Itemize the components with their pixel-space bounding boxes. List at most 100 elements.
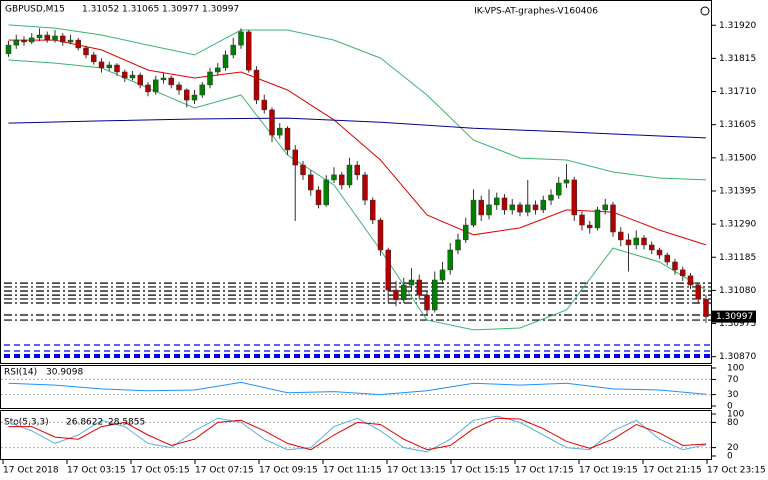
candle-body [160, 77, 167, 81]
candle-body [323, 179, 329, 206]
y-tick-label: 1.31920 [719, 21, 756, 31]
candle-body [277, 127, 283, 136]
candle-body [215, 67, 221, 73]
candle-body [501, 197, 508, 211]
candle-body [176, 84, 182, 91]
candle-body [594, 209, 601, 229]
candle-body [439, 269, 446, 281]
y-tick-label: 80 [727, 418, 739, 428]
y-tick-label: 1.31185 [719, 253, 756, 263]
y-tick-label: 0 [727, 452, 733, 462]
candle-body [385, 249, 391, 291]
candle-body [432, 279, 438, 311]
candle-body [261, 99, 267, 111]
candle-body [83, 47, 89, 56]
candle-body [29, 37, 35, 43]
candle-body [424, 294, 430, 311]
candle-body [230, 44, 236, 56]
candle-body [75, 39, 81, 49]
y-tick-label: 1.31290 [719, 220, 756, 230]
candle-body [579, 214, 585, 226]
candle-body [556, 182, 562, 196]
rsi-panel [0, 365, 712, 409]
candle-body [548, 194, 554, 201]
candle-body [470, 199, 477, 226]
x-tick-label: 17 Oct 17:15 [515, 466, 574, 476]
candle-body [153, 79, 159, 93]
candle-body [517, 204, 523, 213]
x-tick-label: 17 Oct 2018 [3, 466, 59, 476]
candle-body [571, 179, 577, 216]
candle-body [610, 204, 616, 233]
candle-body [416, 279, 422, 296]
x-tick-label: 17 Oct 03:15 [67, 466, 126, 476]
candle-body [703, 298, 709, 317]
y-tick-label: 1.31080 [719, 286, 756, 296]
smiley-icon [700, 6, 710, 16]
candle-body [687, 275, 694, 286]
ohlc-value: 1.30977 [162, 5, 199, 15]
candle-body [532, 204, 539, 211]
x-tick-label: 17 Oct 11:15 [323, 466, 382, 476]
candle-body [641, 237, 647, 246]
candle-body [656, 249, 663, 256]
candle-body [354, 164, 360, 176]
candle-body [618, 231, 624, 241]
candle-body [408, 279, 415, 286]
x-tick-label: 17 Oct 05:15 [131, 466, 190, 476]
indicator-value: 28.5855 [108, 418, 145, 428]
candle-body [455, 239, 461, 251]
candle-body [463, 224, 469, 241]
candle-body [563, 179, 570, 184]
symbol-title: GBPUSD,M15 [5, 5, 65, 15]
x-tick-label: 17 Oct 23:15 [707, 466, 766, 476]
y-tick-label: 0 [727, 402, 733, 412]
candle-body [486, 204, 492, 216]
indicator-line [8, 415, 707, 453]
candle-body [284, 127, 291, 151]
candle-body [5, 44, 12, 54]
indicator-line [8, 39, 707, 246]
x-tick-label: 17 Oct 21:15 [643, 466, 702, 476]
candle-body [13, 39, 19, 46]
candle-body [145, 84, 151, 93]
candle-body [292, 149, 298, 166]
candle-body [649, 244, 655, 251]
candle-body [52, 35, 58, 41]
y-tick-label: 1.30870 [719, 352, 756, 362]
candle-body [253, 69, 260, 101]
ohlc-value: 1.31052 [82, 5, 119, 15]
y-tick-label: 70 [727, 375, 739, 385]
main-panel [0, 0, 712, 364]
candle-body [494, 197, 500, 206]
candle-body [362, 174, 368, 201]
y-tick-label: 100 [727, 364, 744, 374]
candle-body [98, 61, 105, 69]
y-tick-label: 1.30975 [719, 319, 756, 329]
indicator-line [8, 117, 707, 139]
candle-body [246, 31, 252, 71]
candle-body [137, 74, 143, 86]
candle-body [633, 237, 639, 246]
candle-body [377, 219, 384, 251]
candle-body [401, 284, 407, 301]
candle-body [191, 94, 198, 101]
price-box [712, 310, 756, 323]
candle-body [184, 89, 190, 101]
candle-body [540, 199, 546, 211]
candle-body [207, 71, 213, 86]
y-tick-label: 1.31395 [719, 186, 756, 196]
candle-body [238, 31, 244, 46]
candle-body [447, 249, 453, 271]
candle-body [21, 39, 27, 43]
x-tick-label: 17 Oct 19:15 [579, 466, 638, 476]
candle-body [478, 199, 484, 216]
candle-body [393, 289, 399, 301]
candle-body [602, 204, 608, 211]
candle-body [339, 174, 345, 186]
candle-body [91, 54, 97, 63]
candle-body [370, 199, 376, 221]
y-tick-label: 30 [727, 390, 739, 400]
